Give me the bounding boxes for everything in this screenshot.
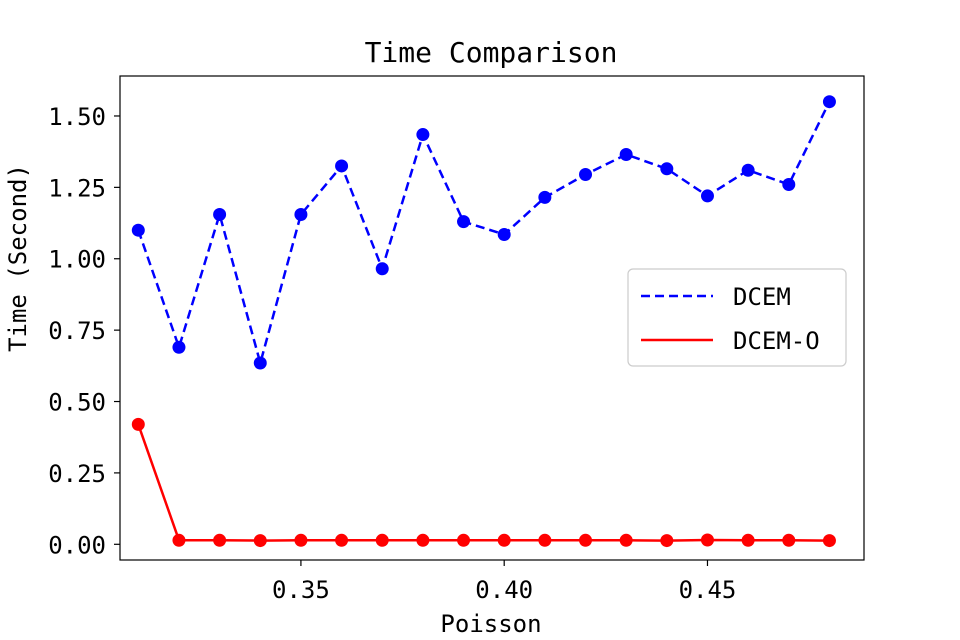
legend-box	[627, 268, 847, 367]
data-point-dcem	[619, 148, 633, 162]
y-tick-label: 0.25	[48, 460, 106, 488]
data-point-dcem-o	[782, 533, 796, 547]
data-point-dcem	[294, 207, 308, 221]
data-point-dcem	[253, 356, 267, 370]
data-point-dcem-o	[741, 533, 755, 547]
legend-label-dcem-o: DCEM-O	[733, 327, 820, 355]
data-point-dcem-o	[213, 533, 227, 547]
y-tick-label: 1.00	[48, 246, 106, 274]
data-point-dcem	[579, 168, 593, 182]
legend: DCEM DCEM-O	[627, 268, 847, 367]
data-point-dcem-o	[457, 533, 471, 547]
plot-frame	[119, 75, 865, 561]
plot-area	[119, 75, 865, 561]
data-point-dcem-o	[619, 533, 633, 547]
data-point-dcem-o	[497, 533, 511, 547]
data-point-dcem-o	[579, 533, 593, 547]
data-point-dcem	[213, 207, 227, 221]
y-tick-label: 1.50	[48, 103, 106, 131]
data-point-dcem	[822, 95, 836, 109]
data-point-dcem	[416, 128, 430, 142]
data-point-dcem-o	[131, 417, 145, 431]
data-point-dcem-o	[335, 533, 349, 547]
chart-title: Time Comparison	[365, 36, 618, 69]
data-point-dcem	[335, 159, 349, 173]
data-point-dcem-o	[660, 534, 674, 548]
x-tick-label: 0.40	[475, 576, 533, 604]
legend-label-dcem: DCEM	[733, 283, 791, 311]
data-point-dcem-o	[172, 533, 186, 547]
data-point-dcem	[741, 163, 755, 177]
x-axis-ticks: 0.35 0.40 0.45	[272, 560, 736, 604]
series-line-dcem-o	[137, 423, 830, 542]
data-point-dcem	[497, 227, 511, 241]
y-tick-label: 0.50	[48, 389, 106, 417]
y-tick-label: 1.25	[48, 174, 106, 202]
x-tick-label: 0.35	[272, 576, 330, 604]
data-point-dcem-o	[538, 533, 552, 547]
series-line-dcem	[137, 101, 831, 365]
x-axis-label: Poisson	[440, 610, 541, 638]
data-point-dcem-o	[375, 533, 389, 547]
data-point-dcem	[700, 189, 714, 203]
data-point-dcem	[172, 340, 186, 354]
y-tick-label: 0.75	[48, 317, 106, 345]
data-point-dcem-o	[253, 534, 267, 548]
x-tick-label: 0.45	[679, 576, 737, 604]
data-point-dcem	[457, 215, 471, 229]
data-point-dcem	[538, 190, 552, 204]
data-point-dcem-o	[294, 533, 308, 547]
y-axis-ticks: 0.00 0.25 0.50 0.75 1.00 1.25 1.50	[48, 103, 120, 559]
data-point-dcem-o	[822, 534, 836, 548]
data-point-dcem	[782, 178, 796, 192]
data-point-dcem-o	[700, 533, 714, 547]
data-point-dcem-o	[416, 533, 430, 547]
data-point-dcem	[131, 223, 145, 237]
y-tick-label: 0.00	[48, 531, 106, 559]
data-point-dcem	[660, 162, 674, 176]
y-axis-label: Time (Second)	[4, 164, 32, 352]
series-layer	[131, 95, 836, 548]
data-point-dcem	[375, 262, 389, 276]
